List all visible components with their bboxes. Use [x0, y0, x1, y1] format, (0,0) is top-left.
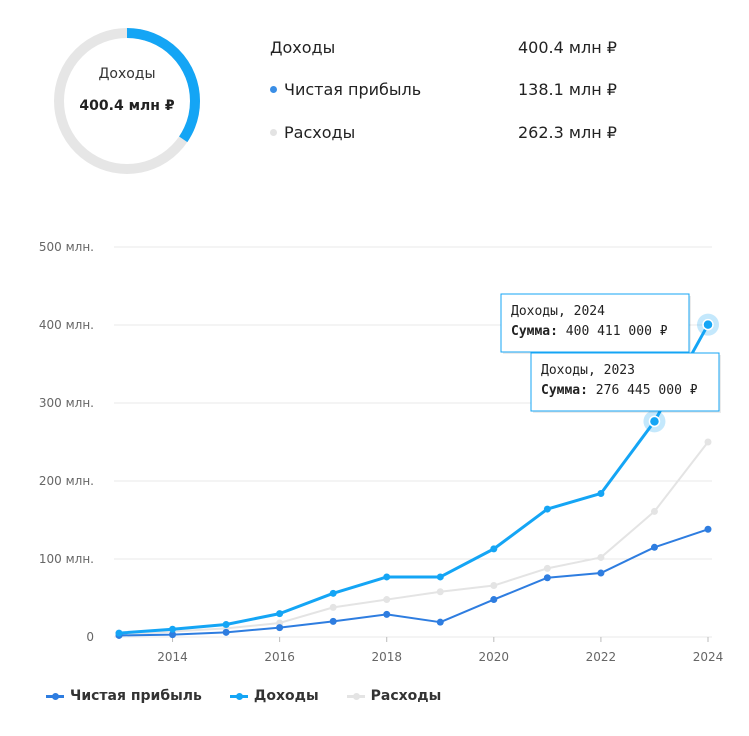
summary-row-expenses: Расходы	[270, 120, 355, 144]
data-point-expenses	[329, 603, 337, 611]
y-tick-label: 100 млн.	[39, 552, 94, 566]
data-point-income	[276, 610, 284, 618]
x-tick-label: 2014	[157, 650, 188, 664]
summary-row-label: Доходы	[270, 37, 336, 57]
legend-label: Доходы	[253, 688, 319, 704]
data-point-income	[222, 621, 230, 629]
data-point-income	[115, 629, 123, 637]
legend-item-expenses[interactable]: Расходы	[346, 688, 442, 704]
data-point-expenses	[543, 564, 551, 572]
data-point-profit	[597, 569, 605, 577]
x-tick-label: 2018	[371, 650, 402, 664]
tooltip-body: Сумма: 276 445 000 ₽	[541, 383, 698, 398]
highlight-point	[648, 415, 661, 428]
summary-row-profit: Чистая прибыль	[270, 77, 421, 101]
y-tick-label: 400 млн.	[39, 318, 94, 332]
data-point-profit	[436, 618, 444, 626]
legend-item-profit[interactable]: Чистая прибыль	[46, 688, 202, 704]
donut-ring	[54, 28, 200, 174]
y-tick-label: 0	[86, 630, 94, 644]
series-line-income	[118, 323, 710, 635]
profit-dot-icon	[270, 85, 277, 93]
donut-fill	[54, 28, 200, 174]
data-point-profit	[222, 628, 230, 636]
data-point-expenses	[597, 553, 605, 561]
legend-label: Расходы	[370, 688, 442, 704]
data-point-income	[169, 625, 177, 633]
x-tick-label: 2022	[586, 650, 617, 664]
series-line-profit	[118, 528, 709, 637]
legend-item-income[interactable]: Доходы	[229, 688, 319, 704]
data-point-income	[383, 573, 391, 581]
tooltip-title: Доходы, 2023	[541, 363, 635, 378]
chart-legend: Чистая прибыль Доходы Расходы	[46, 688, 469, 704]
data-point-income	[329, 589, 337, 597]
data-point-profit	[383, 610, 391, 618]
data-point-income	[490, 545, 498, 553]
data-point-expenses	[383, 596, 391, 604]
y-tick-label: 200 млн.	[39, 474, 94, 488]
tooltip-title: Доходы, 2024	[511, 304, 605, 319]
data-point-profit	[650, 543, 658, 551]
data-point-profit	[704, 525, 712, 533]
data-point-profit	[543, 574, 551, 582]
line-chart: 0 100 млн. 200 млн. 300 млн. 400 млн. 500 млн…	[39, 240, 724, 664]
data-point-profit	[276, 624, 284, 632]
data-point-expenses	[650, 507, 658, 515]
series-line-expenses	[118, 441, 709, 636]
legend-line-icon	[229, 692, 248, 700]
data-point-expenses	[490, 582, 498, 590]
legend-line-icon	[46, 692, 64, 700]
data-point-profit	[490, 596, 498, 604]
y-tick-label: 500 млн.	[39, 240, 94, 254]
legend-label: Чистая прибыль	[70, 688, 202, 704]
donut-label: Доходы	[98, 66, 156, 82]
summary-value-profit: 138.1 млн ₽	[518, 79, 617, 99]
y-tick-label: 300 млн.	[39, 396, 94, 410]
donut-chart: Доходы 400.4 млн ₽	[52, 26, 202, 176]
data-point-profit	[169, 631, 177, 639]
x-tick-label: 2016	[264, 650, 295, 664]
legend-line-icon	[346, 692, 365, 700]
data-point-profit	[329, 617, 337, 625]
data-point-expenses	[704, 438, 712, 446]
tooltip-box	[530, 352, 720, 412]
tooltip-body: Сумма: 400 411 000 ₽	[511, 324, 668, 339]
x-tick-label: 2020	[479, 650, 510, 664]
data-point-income	[597, 489, 605, 497]
summary-row-income: Доходы	[270, 35, 335, 59]
summary-row-label: Расходы	[284, 122, 356, 142]
data-point-income	[543, 505, 551, 513]
summary-value-expenses: 262.3 млн ₽	[518, 122, 617, 142]
expenses-dot-icon	[270, 128, 277, 136]
x-tick-label: 2024	[693, 650, 724, 664]
highlight-point	[702, 318, 714, 331]
summary-value-income: 400.4 млн ₽	[518, 37, 617, 57]
summary-row-label: Чистая прибыль	[284, 79, 422, 99]
data-point-income	[436, 573, 444, 581]
donut-value: 400.4 млн ₽	[79, 98, 175, 114]
data-point-expenses	[436, 588, 444, 596]
tooltip-box	[500, 293, 690, 353]
